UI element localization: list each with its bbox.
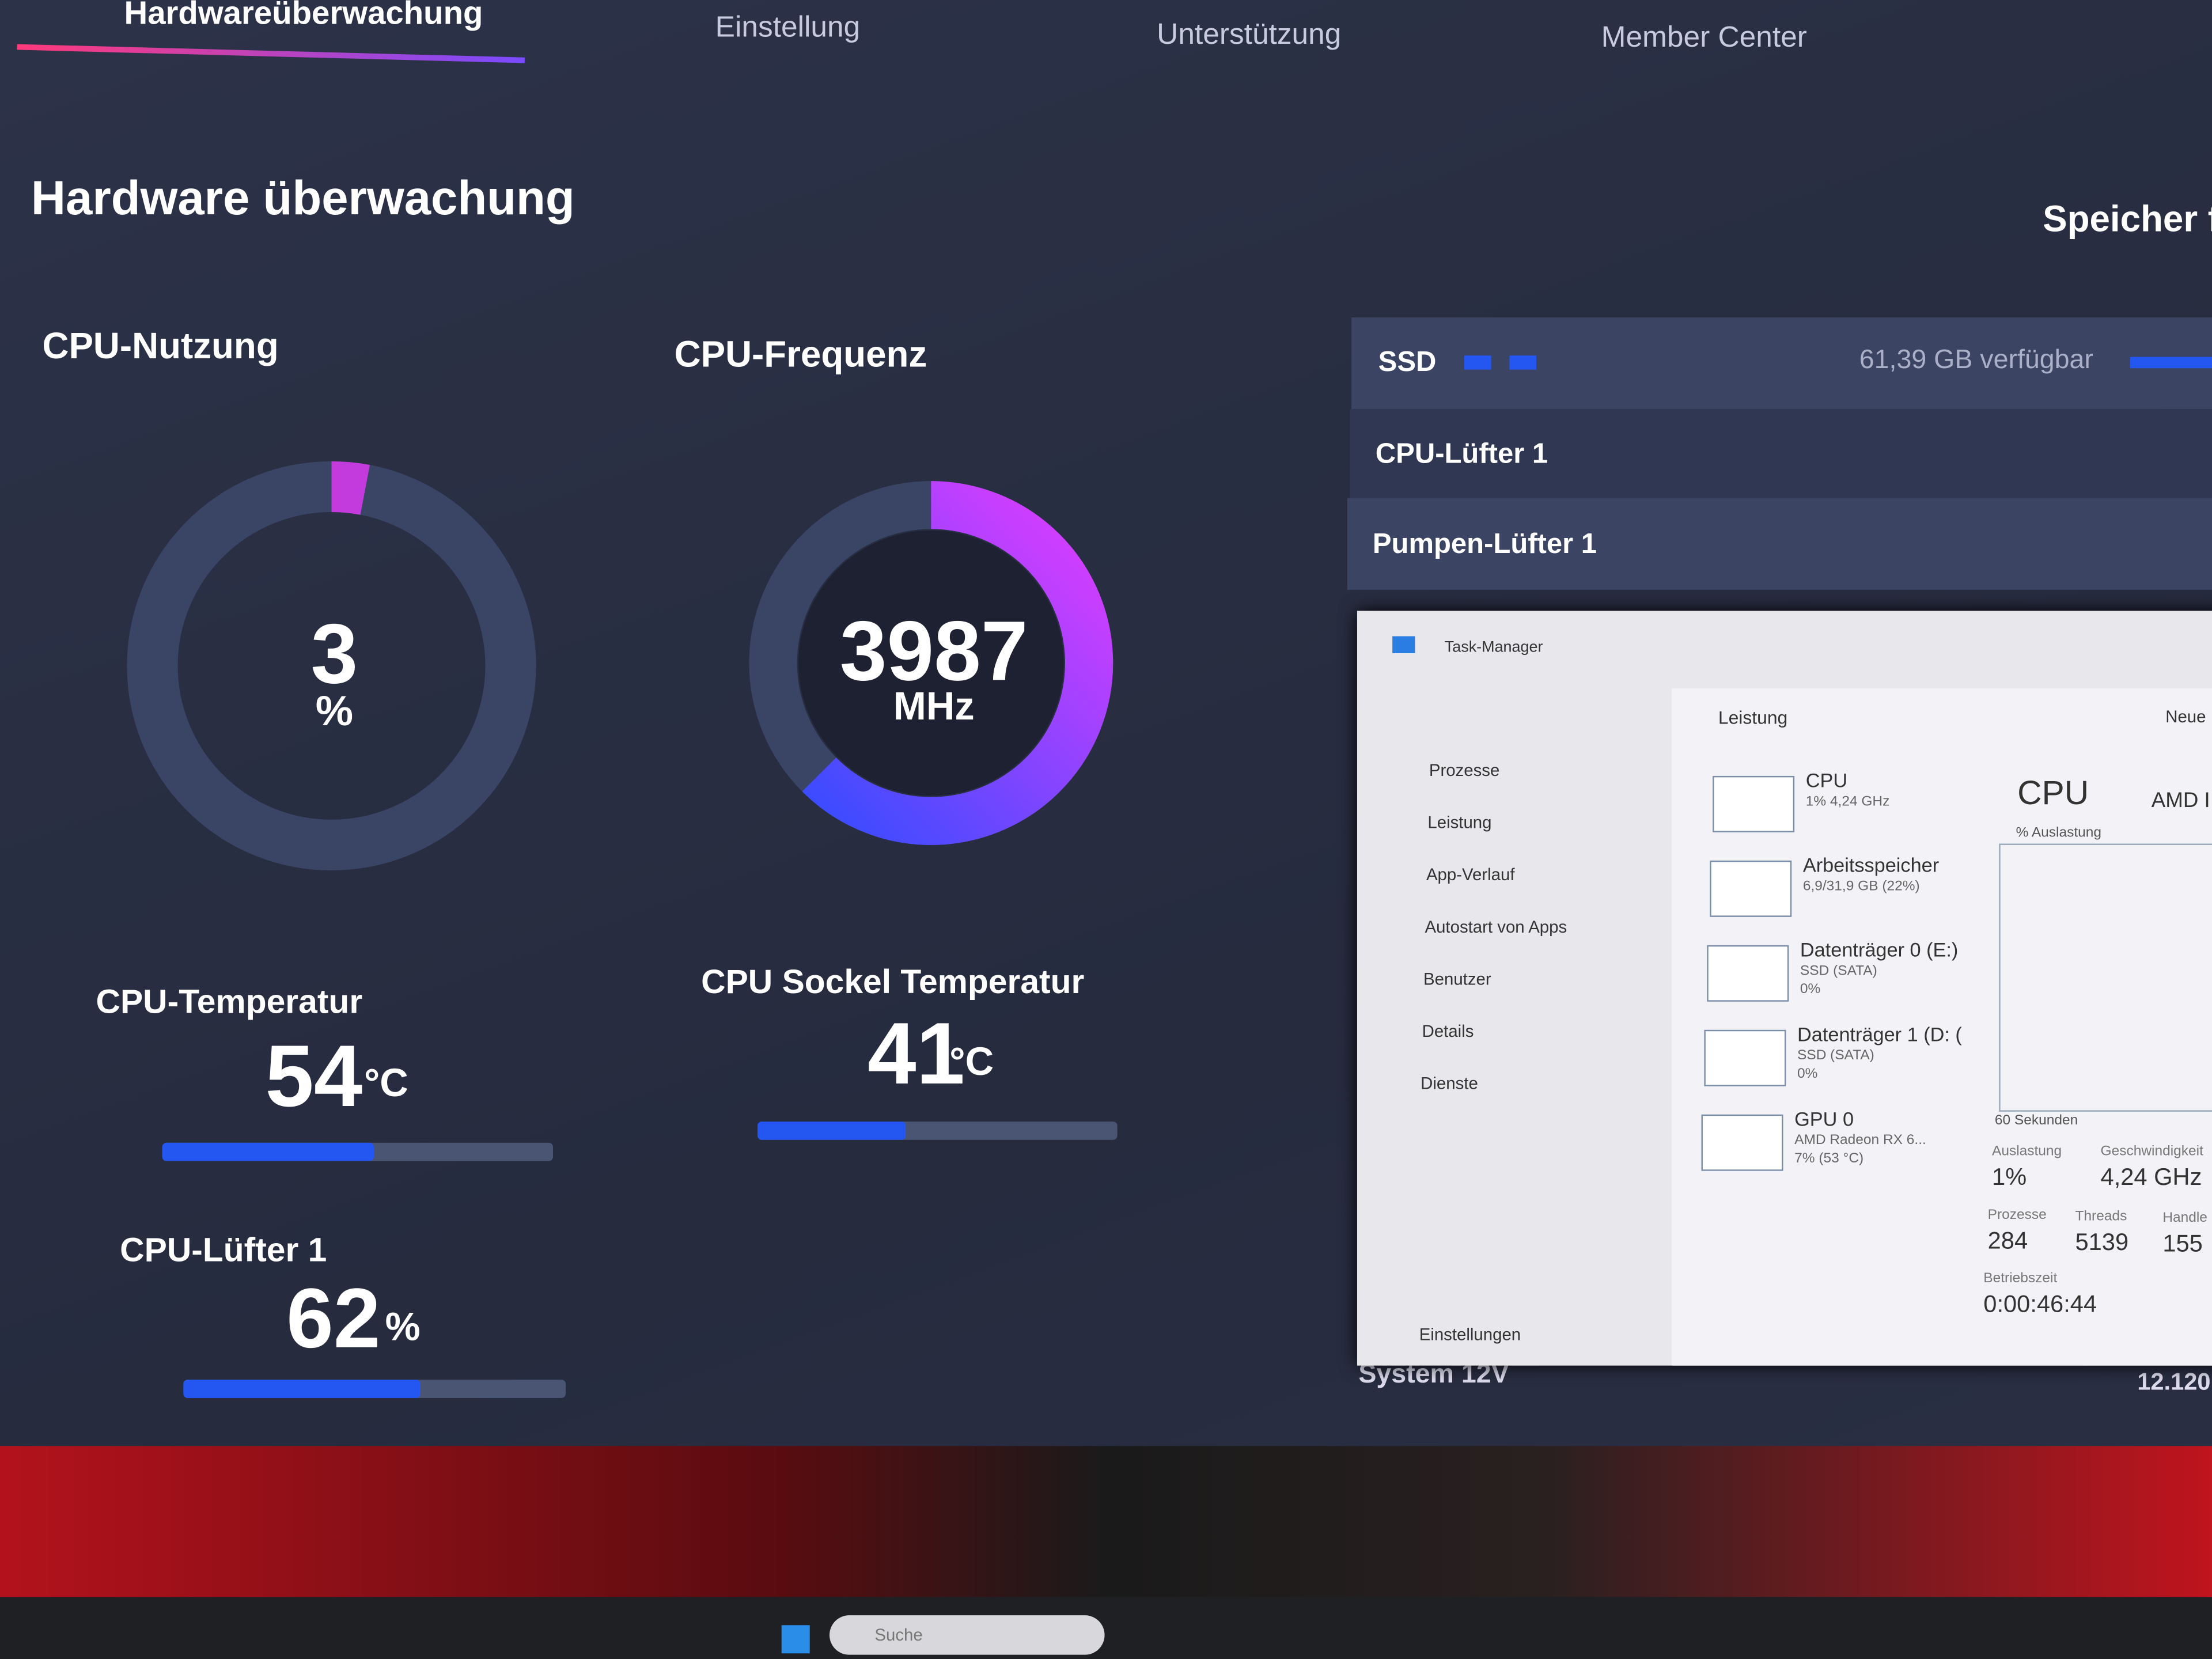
bar (757, 1121, 906, 1140)
bar-track (183, 1380, 566, 1398)
button[interactable]: Neue (2165, 706, 2206, 727)
item-name[interactable]: Arbeitsspeicher (1802, 853, 1940, 876)
item-detail: 0% (1797, 1066, 1818, 1082)
item-name[interactable]: Datenträger 1 (D: ( (1797, 1022, 1962, 1046)
stat-value: 155 (2162, 1230, 2203, 1257)
nav-item[interactable]: Dienste (1421, 1073, 1478, 1093)
item-detail: SSD (SATA) (1797, 1048, 1874, 1064)
bar (2130, 357, 2212, 369)
item-name[interactable]: CPU (1805, 768, 1848, 791)
item-name[interactable]: Datenträger 0 (E:) (1800, 938, 1959, 961)
nav-item[interactable]: Prozesse (1429, 760, 1500, 781)
bar (183, 1380, 421, 1398)
stat-label: Prozesse (1987, 1207, 2047, 1224)
nav-item[interactable]: Autostart von Apps (1425, 916, 1567, 937)
header: Leistung (1718, 706, 1788, 728)
stat-value: 4,24 GHz (2100, 1164, 2202, 1191)
item-name[interactable]: GPU 0 (1794, 1107, 1854, 1130)
gauges: 3 % 3987 MHz (127, 461, 1113, 871)
row (1351, 317, 2212, 410)
nav-tab[interactable]: Unterstützung (1157, 18, 1342, 51)
search-placeholder: Suche (874, 1625, 923, 1645)
detail-model: AMD I (2151, 788, 2210, 813)
row-value: 61,39 GB verfügbar (1859, 346, 2093, 376)
item-detail: AMD Radeon RX 6... (1794, 1132, 1926, 1149)
nav-tab[interactable]: Einstellung (715, 11, 861, 44)
bar-track (162, 1142, 554, 1161)
window-title: Task-Manager (1444, 639, 1543, 656)
nav-item[interactable]: App-Verlauf (1426, 865, 1515, 885)
nav-tab[interactable]: Hardwareüberwachung (124, 0, 483, 31)
bar (162, 1142, 373, 1161)
stat-label: Threads (2075, 1209, 2127, 1225)
row (1347, 498, 2212, 590)
stat-value: 0:00:46:44 (1983, 1290, 2097, 1318)
nav-item[interactable]: Leistung (1427, 812, 1492, 832)
unit: % (385, 1305, 421, 1349)
bar-track (757, 1121, 1118, 1140)
unit: °C (363, 1060, 408, 1105)
unit: °C (949, 1039, 994, 1084)
thumbnail (1707, 945, 1789, 1002)
item-detail: 0% (1800, 982, 1821, 998)
row (1350, 409, 2212, 498)
thumbnail (1710, 860, 1792, 917)
nav-item[interactable]: Details (1422, 1021, 1474, 1041)
item-detail: 6,9/31,9 GB (22%) (1802, 878, 1920, 895)
value: 3 (311, 607, 358, 701)
thumbnail (1704, 1029, 1786, 1086)
taskbar (0, 1597, 2212, 1659)
stat-label: Geschwindigkeit (2100, 1144, 2203, 1160)
search-box[interactable] (830, 1615, 1105, 1655)
time-label: 60 Sekunden (1994, 1113, 2078, 1129)
label: CPU Sockel Temperatur (701, 963, 1085, 1002)
gauge-arc (127, 461, 536, 871)
icon (1464, 355, 1491, 370)
label: CPU-Frequenz (674, 332, 927, 376)
unit: % (316, 687, 353, 734)
page-title: Hardware überwachung (31, 172, 575, 226)
graph (1999, 843, 2212, 1112)
stat-label: Auslastung (1991, 1144, 2062, 1160)
value: 3987 (840, 604, 1028, 698)
row-label: CPU-Lüfter 1 (1375, 438, 1548, 470)
value: 54 (265, 1028, 363, 1126)
item-detail: SSD (SATA) (1800, 963, 1877, 979)
icon (1509, 355, 1536, 370)
start-button[interactable] (781, 1625, 810, 1654)
row-label: SSD (1378, 347, 1437, 378)
app-icon (1392, 636, 1415, 653)
wallpaper (0, 1446, 2212, 1601)
value: 62 (286, 1271, 381, 1366)
item-detail: 1% 4,24 GHz (1805, 794, 1890, 810)
label: CPU-Lüfter 1 (120, 1231, 327, 1270)
row-label: Pumpen-Lüfter 1 (1372, 529, 1597, 560)
value: 41 (868, 1006, 965, 1104)
stat-label: Betriebszeit (1983, 1271, 2058, 1287)
task-manager-window: Task-Manager Leistung Neue Einstellungen… (1357, 611, 2212, 1366)
row-value: 12.120 (2137, 1368, 2211, 1396)
unit: MHz (893, 684, 975, 728)
thumbnail (1713, 775, 1795, 832)
nav-item[interactable]: Benutzer (1423, 969, 1491, 989)
nav-item[interactable]: Einstellungen (1419, 1324, 1521, 1344)
axis-label: % Auslastung (2016, 825, 2102, 841)
stat-label: Handle (2162, 1210, 2207, 1226)
item-detail: 7% (53 °C) (1794, 1151, 1864, 1167)
stat-value: 5139 (2075, 1229, 2129, 1256)
nav-tab[interactable]: Member Center (1601, 21, 1807, 54)
section-title: Speicher fi (2043, 197, 2212, 240)
thumbnail (1701, 1114, 1783, 1171)
gauge-center (798, 530, 1064, 796)
detail-title: CPU (2017, 774, 2089, 813)
label: CPU-Temperatur (96, 983, 363, 1022)
label: CPU-Nutzung (42, 324, 279, 367)
gauge-arc (749, 481, 1113, 845)
stat-value: 284 (1987, 1227, 2028, 1255)
stat-value: 1% (1991, 1164, 2027, 1191)
